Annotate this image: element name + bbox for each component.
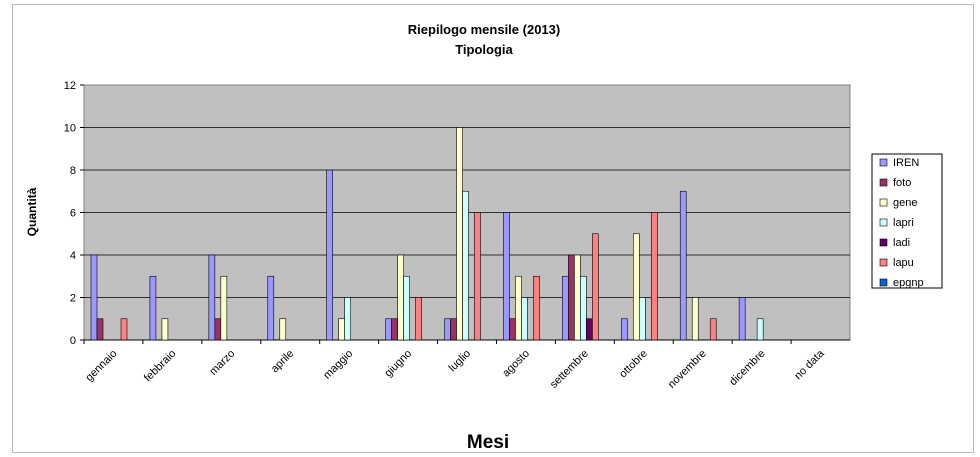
legend-swatch-lapri [879,218,888,227]
bar-IREN-luglio [444,318,451,341]
bar-IREN-dicembre [738,297,746,341]
chart-subtitle: Tipologia [455,42,513,57]
bars [90,127,764,341]
bar-lapu-luglio [474,212,481,341]
bar-lapri-maggio [344,297,351,341]
legend-swatch-lapu [879,258,888,267]
x-axis-ticks: gennaio febbraio marzo aprile maggio giugno lu… [83,340,827,391]
bar-gene-febbraio [161,318,169,341]
bar-IREN-marzo [208,254,216,341]
y-tick-label: 12 [64,80,76,92]
bar-gene-aprile [279,318,287,341]
y-tick-label: 4 [70,250,76,262]
legend-swatch-ladi [879,238,888,247]
bar-ladi-settembre [586,318,593,341]
x-tick-label: luglio [446,348,473,375]
bar-gene-luglio [456,127,463,341]
legend-label-gene: gene [893,197,917,209]
y-axis-title: Quantità [25,187,39,236]
bar-foto-giugno [391,318,398,341]
bar-gene-novembre [691,297,699,341]
y-tick-label: 0 [70,335,76,347]
bar-lapri-dicembre [756,318,764,341]
bar-IREN-settembre [562,275,569,341]
x-tick-label: dicembre [727,348,767,388]
legend-swatch-gene [879,198,888,207]
x-tick-label: maggio [321,348,355,382]
legend-label-IREN: IREN [893,157,919,169]
bar-IREN-gennaio [90,254,98,341]
bar-lapri-ottobre [639,297,646,341]
bar-foto-luglio [450,318,457,341]
bar-IREN-febbraio [149,275,157,341]
y-tick-label: 8 [70,165,76,177]
bar-foto-settembre [568,254,575,341]
legend-swatch-foto [879,178,888,187]
bar-gene-giugno [397,254,404,341]
legend-label-lapri: lapri [893,217,914,229]
bar-IREN-maggio [326,169,333,341]
chart-title: Riepilogo mensile (2013) [408,22,560,37]
x-tick-label: giugno [382,348,414,380]
bar-IREN-agosto [503,212,510,341]
bar-lapu-ottobre [651,212,658,341]
x-tick-label: ottobre [617,348,650,381]
legend-label-foto: foto [893,177,911,189]
x-tick-label: agosto [500,348,532,380]
bar-foto-marzo [214,318,222,341]
y-tick-label: 6 [70,208,76,220]
bar-lapu-giugno [415,297,422,341]
legend-label-lapu: lapu [893,257,914,269]
x-tick-label: no data [792,347,827,382]
bar-gene-marzo [220,275,228,341]
y-tick-label: 2 [70,293,76,305]
bar-lapu-settembre [592,233,599,341]
bar-lapri-settembre [580,275,587,341]
bar-IREN-novembre [679,190,687,341]
legend-label-epgnp: epgnp [893,277,924,289]
bar-lapri-agosto [521,297,528,341]
bar-IREN-giugno [385,318,392,341]
x-tick-label: aprile [269,348,297,376]
bar-lapu-agosto [533,275,540,341]
x-tick-label: marzo [207,348,237,378]
bar-IREN-ottobre [621,318,628,341]
y-axis-ticks: 0 2 4 6 8 10 12 [64,80,84,347]
legend: IREN foto gene lapri ladi lapu epgnp [871,153,943,289]
x-tick-label: gennaio [83,348,119,384]
bar-lapu-novembre [709,318,717,341]
bar-gene-maggio [338,318,345,341]
x-tick-label: settembre [548,348,591,391]
bar-lapri-luglio [462,190,469,341]
bar-IREN-aprile [267,275,275,341]
x-axis-title: Mesi [467,432,509,453]
bar-foto-gennaio [96,318,104,341]
bar-gene-ottobre [633,233,640,341]
bar-gene-agosto [515,275,522,341]
legend-swatch-IREN [879,158,888,167]
bar-lapri-giugno [403,275,410,341]
legend-swatch-epgnp [879,278,888,287]
x-tick-label: febbraio [142,348,179,385]
legend-label-ladi: ladi [893,237,910,249]
bar-lapu-gennaio [120,318,128,341]
x-tick-label: novembre [666,348,709,391]
bar-gene-settembre [574,254,581,341]
y-tick-label: 10 [64,123,76,135]
bar-foto-agosto [509,318,516,341]
